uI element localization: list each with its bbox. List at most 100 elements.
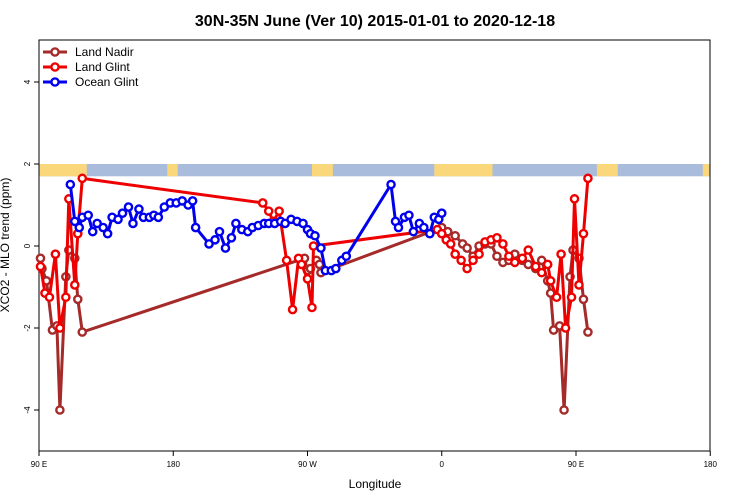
series-ocean-glint (65, 179, 447, 276)
y-axis: -4 -2 0 2 4 (23, 79, 39, 414)
data-point (98, 222, 108, 233)
data-point (153, 212, 164, 223)
data-point (462, 243, 472, 253)
legend-item-ocean-glint: Ocean Glint (43, 75, 139, 89)
land-band-segment (311, 164, 333, 177)
data-point (450, 249, 460, 259)
data-point (302, 273, 313, 284)
y-tick-label: -2 (23, 324, 32, 332)
x-tick-label: 0 (440, 460, 445, 469)
data-point (419, 222, 429, 233)
data-point (298, 218, 308, 229)
data-point (583, 173, 593, 184)
data-point (55, 405, 65, 415)
data-point (102, 228, 113, 239)
data-point (65, 179, 76, 190)
data-point (70, 216, 80, 227)
data-point (296, 259, 307, 270)
data-point (436, 228, 447, 239)
data-point (214, 226, 225, 237)
chart-title: 30N-35N June (Ver 10) 2015-01-01 to 2020… (195, 13, 555, 30)
data-point (498, 239, 508, 249)
data-point (393, 222, 404, 233)
x-axis-label: Longitude (349, 477, 402, 491)
data-point (566, 292, 577, 303)
data-point (316, 243, 326, 253)
data-point (456, 255, 466, 266)
data-point (331, 263, 341, 274)
legend-item-land-glint: Land Glint (43, 60, 130, 74)
data-point (123, 202, 134, 212)
data-point (551, 292, 562, 303)
legend-item-land-nadir: Land Nadir (43, 45, 134, 59)
data-point (556, 249, 566, 259)
y-tick-label: 2 (23, 161, 32, 166)
y-axis-label: XCO2 - MLO trend (ppm) (0, 178, 12, 313)
data-point (87, 226, 98, 237)
data-point (474, 249, 484, 259)
data-point (61, 292, 71, 303)
data-point (281, 255, 292, 266)
data-point (231, 218, 241, 229)
data-point (510, 257, 520, 268)
x-tick-label: 180 (167, 460, 181, 469)
data-point (77, 173, 88, 184)
legend-label: Land Nadir (75, 45, 134, 59)
data-point (574, 280, 584, 290)
land-band-segment (39, 164, 87, 177)
data-point (210, 235, 220, 245)
data-point (113, 214, 123, 225)
y-tick-label: 0 (23, 243, 32, 248)
data-point (517, 253, 528, 264)
data-point (408, 226, 419, 237)
data-point (504, 251, 514, 262)
data-point (50, 249, 61, 259)
data-point (425, 228, 435, 239)
data-point (257, 198, 268, 208)
data-point (545, 276, 556, 286)
data-point (226, 232, 237, 243)
data-point (117, 208, 128, 218)
data-point (308, 241, 319, 251)
x-tick-label: 90 W (298, 460, 317, 469)
data-point (583, 327, 593, 337)
land-band-segment (167, 164, 178, 177)
data-point (307, 302, 317, 313)
x-tick-label: 180 (704, 460, 718, 469)
data-point (74, 222, 85, 233)
legend-marker (50, 47, 60, 57)
series-land-glint (35, 173, 593, 333)
data-point (72, 294, 83, 305)
data-point (523, 245, 534, 255)
ocean-band (39, 164, 710, 177)
data-point (314, 259, 325, 270)
land-band-segment (434, 164, 493, 177)
data-point (83, 210, 94, 221)
legend-marker (50, 62, 60, 72)
data-point (492, 232, 502, 243)
x-tick-label: 90 E (31, 460, 47, 469)
data-point (536, 267, 547, 278)
data-point (386, 179, 396, 190)
legend-marker (50, 77, 60, 87)
data-point (287, 304, 298, 315)
x-tick-label: 90 E (568, 460, 584, 469)
data-point (530, 261, 541, 272)
data-point (450, 230, 460, 241)
legend-label: Land Glint (75, 60, 130, 74)
data-point (462, 263, 472, 274)
data-point (187, 196, 198, 206)
data-point (55, 323, 65, 333)
data-point (569, 194, 580, 204)
y-tick-label: 4 (23, 79, 32, 84)
data-point (341, 251, 352, 262)
data-point (77, 327, 88, 337)
plot-frame (38, 39, 711, 452)
data-point (492, 251, 502, 262)
data-point (35, 261, 46, 272)
series-layer (35, 173, 593, 415)
data-point (560, 323, 571, 333)
data-point (468, 255, 478, 266)
data-point (274, 206, 284, 216)
